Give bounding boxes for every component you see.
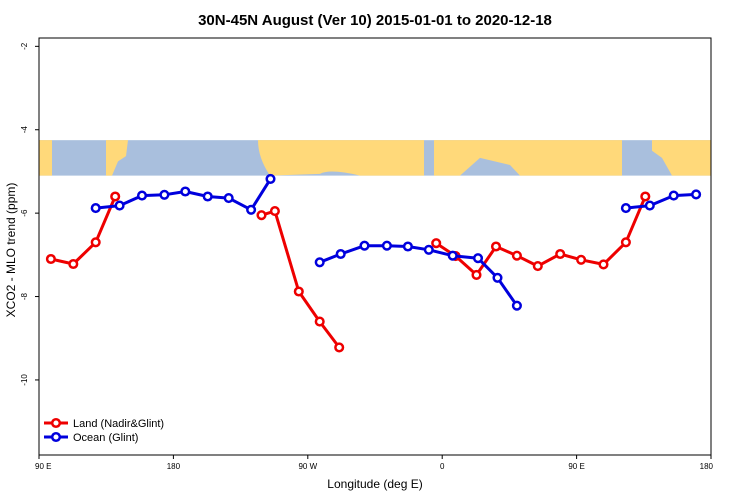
series-line	[319, 244, 519, 307]
data-point	[90, 203, 101, 214]
data-point	[335, 248, 346, 260]
data-point	[555, 248, 566, 260]
y-tick-label: -2	[20, 42, 29, 50]
map-land-east-asia	[106, 140, 128, 176]
series-group	[45, 173, 702, 353]
data-point	[223, 193, 234, 204]
legend-label: Land (Nadir&Glint)	[73, 418, 164, 430]
data-point	[45, 253, 56, 265]
x-tick-label: 180	[700, 462, 714, 471]
series-land	[45, 191, 651, 353]
x-axis-label: Longitude (deg E)	[327, 477, 422, 491]
legend-marker	[50, 431, 62, 443]
data-point	[532, 261, 543, 272]
x-tick-label: 0	[440, 462, 445, 471]
data-point	[90, 237, 101, 248]
data-point	[136, 190, 148, 201]
data-point	[471, 269, 482, 280]
x-axis: 90 E 180 90 W 0 90 E 180	[35, 455, 714, 471]
data-point	[110, 191, 121, 202]
series-ocean	[90, 173, 702, 311]
x-tick-label: 90 E	[568, 462, 584, 471]
data-point	[202, 191, 213, 202]
legend-marker	[50, 417, 62, 429]
data-point	[598, 259, 609, 270]
data-point	[691, 189, 702, 200]
data-point	[256, 210, 267, 221]
data-point	[620, 203, 631, 214]
data-point	[180, 186, 191, 197]
data-point	[490, 241, 502, 252]
x-tick-label: 180	[167, 462, 181, 471]
map-land-asia-west	[39, 140, 52, 176]
data-point	[620, 237, 631, 248]
background-map	[39, 140, 711, 176]
map-land-asia-east	[652, 140, 711, 176]
legend: Land (Nadir&Glint) Ocean (Glint)	[44, 417, 164, 444]
plot-frame	[38, 37, 712, 456]
data-point	[334, 342, 345, 353]
y-axis-label: XCO2 - MLO trend (ppm)	[4, 183, 18, 318]
data-point	[668, 190, 679, 201]
data-point	[431, 238, 442, 249]
map-land-eurasia	[434, 140, 622, 176]
y-tick-label: -6	[20, 209, 29, 217]
data-point	[402, 241, 413, 252]
data-point	[314, 257, 325, 268]
data-point	[423, 244, 434, 255]
data-point	[314, 316, 325, 327]
data-point	[492, 272, 503, 283]
series-line	[50, 195, 117, 266]
y-axis: -2 -4 -6 -8 -10	[20, 42, 39, 386]
data-point	[293, 286, 304, 297]
map-land-americas	[258, 140, 424, 176]
data-point	[511, 250, 522, 261]
legend-label: Ocean (Glint)	[73, 432, 138, 444]
data-point	[269, 206, 280, 217]
y-tick-label: -10	[20, 374, 29, 386]
data-point	[246, 204, 257, 215]
data-point	[472, 253, 484, 264]
series-line	[261, 209, 341, 349]
y-tick-label: -8	[20, 292, 29, 300]
data-point	[381, 240, 392, 251]
series-line	[625, 192, 697, 210]
data-point	[359, 240, 370, 251]
chart-title: 30N-45N August (Ver 10) 2015-01-01 to 20…	[198, 12, 552, 29]
x-tick-label: 90 W	[298, 462, 317, 471]
data-point	[640, 191, 651, 202]
data-point	[511, 300, 522, 311]
data-point	[159, 189, 170, 200]
y-tick-label: -4	[20, 126, 29, 134]
data-point	[447, 250, 458, 261]
data-point	[576, 254, 587, 265]
data-point	[114, 200, 125, 211]
x-tick-label: 90 E	[35, 462, 51, 471]
data-point	[68, 258, 79, 270]
data-point	[265, 173, 276, 184]
data-point	[644, 200, 655, 211]
